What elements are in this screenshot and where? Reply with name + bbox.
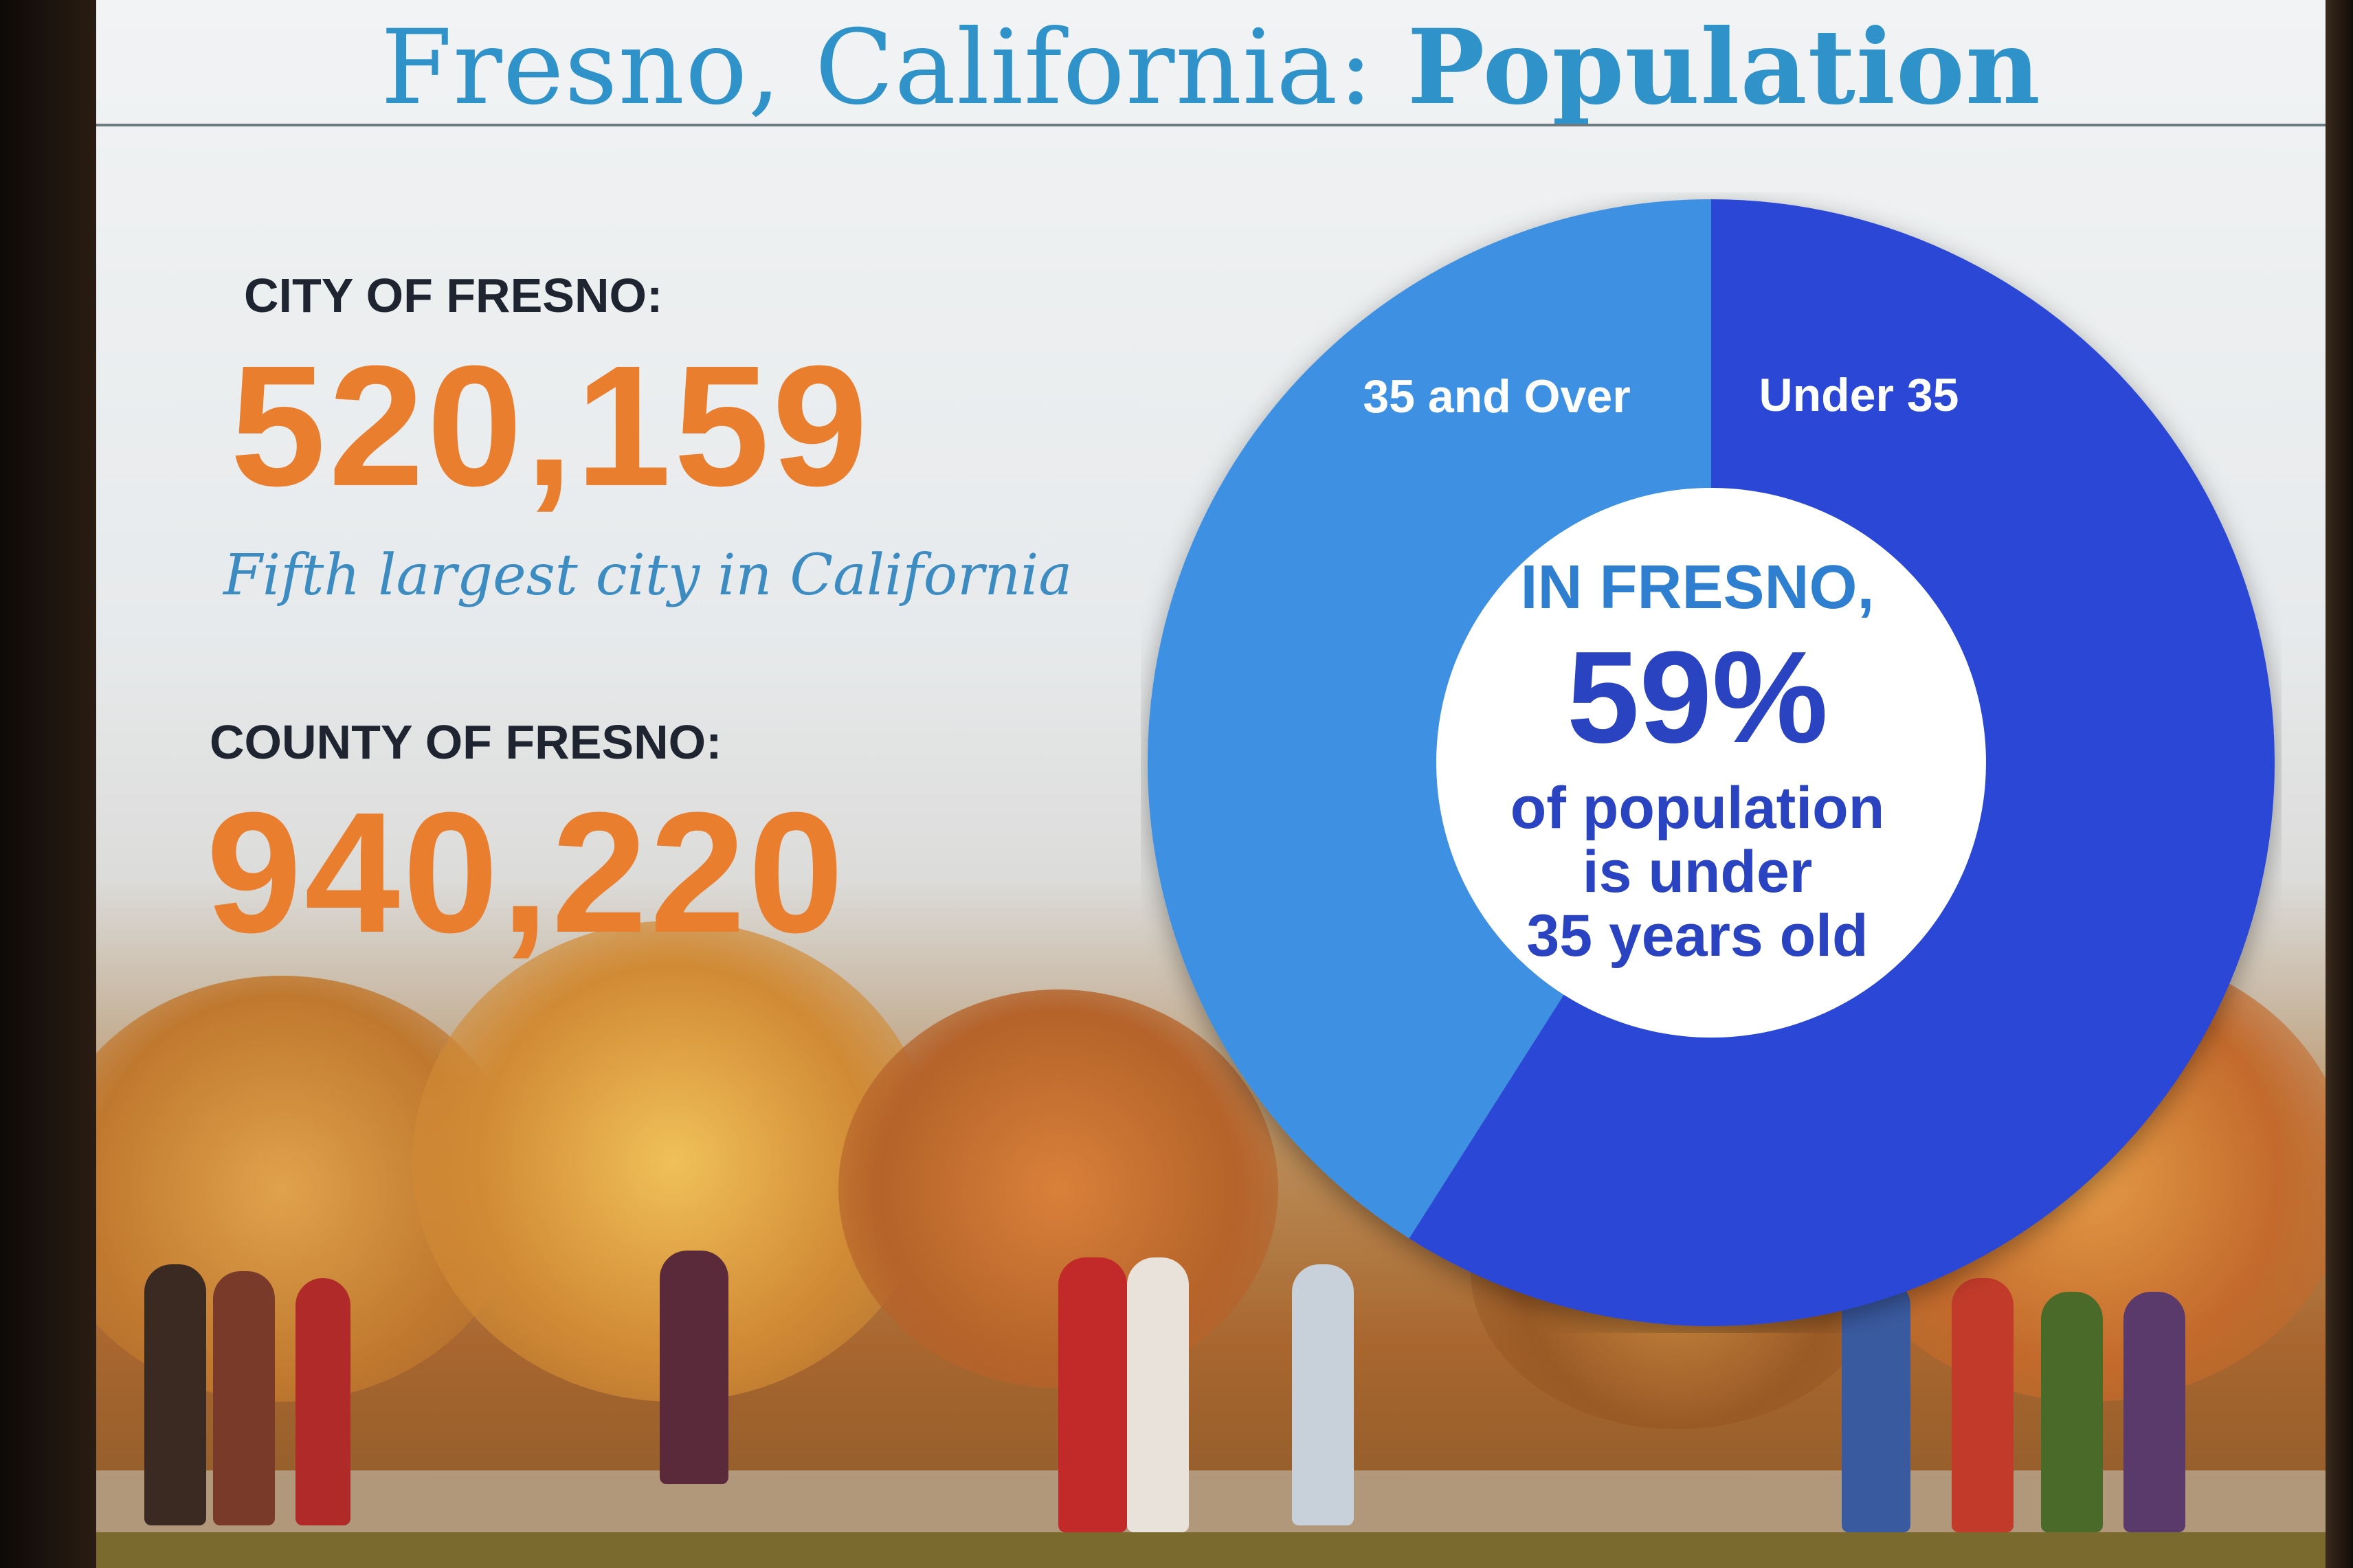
- pedestrian: [1058, 1257, 1127, 1532]
- presentation-slide: Fresno, California: Population CITY OF F…: [96, 0, 2326, 1568]
- pedestrian: [1292, 1264, 1354, 1525]
- room-wall-right: [2326, 0, 2353, 1568]
- city-rank-note: Fifth largest city in California: [223, 543, 1073, 608]
- title-divider: [96, 124, 2326, 126]
- slide-title-regular: Fresno, California:: [380, 8, 1407, 128]
- city-population: 520,159: [230, 330, 871, 522]
- slide-title: Fresno, California: Population: [96, 7, 2326, 128]
- pedestrian: [144, 1264, 206, 1525]
- county-population: 940,220: [206, 776, 847, 968]
- callout-percentage: 59%: [1566, 625, 1829, 770]
- callout-line-1: of population: [1510, 775, 1885, 841]
- pedestrian: [2041, 1292, 2103, 1532]
- callout-line-2: is under: [1582, 838, 1813, 905]
- pedestrian: [1952, 1278, 2014, 1532]
- pedestrian: [2123, 1292, 2185, 1532]
- room-wall-left: [0, 0, 96, 1568]
- pedestrian: [1842, 1278, 1910, 1532]
- donut-center-callout: IN FRESNO, 59% of population is under 35…: [1416, 557, 1979, 968]
- cyclist: [660, 1251, 728, 1484]
- slice-label-under-35: Under 35: [1759, 369, 1959, 421]
- pedestrian: [1127, 1257, 1189, 1532]
- pedestrian: [213, 1271, 275, 1525]
- donut-hole: [1436, 488, 1986, 1038]
- city-label: CITY OF FRESNO:: [244, 269, 663, 322]
- slice-label-35-and-over: 35 and Over: [1363, 370, 1630, 423]
- pedestrian: [295, 1278, 350, 1525]
- slide-title-bold: Population: [1407, 7, 2042, 128]
- lawn: [96, 1532, 2326, 1568]
- callout-intro: IN FRESNO,: [1520, 553, 1875, 622]
- age-donut-chart: Under 35 35 and Over: [1148, 199, 2275, 1326]
- county-label: COUNTY OF FRESNO:: [210, 715, 722, 769]
- callout-line-3: 35 years old: [1526, 902, 1869, 969]
